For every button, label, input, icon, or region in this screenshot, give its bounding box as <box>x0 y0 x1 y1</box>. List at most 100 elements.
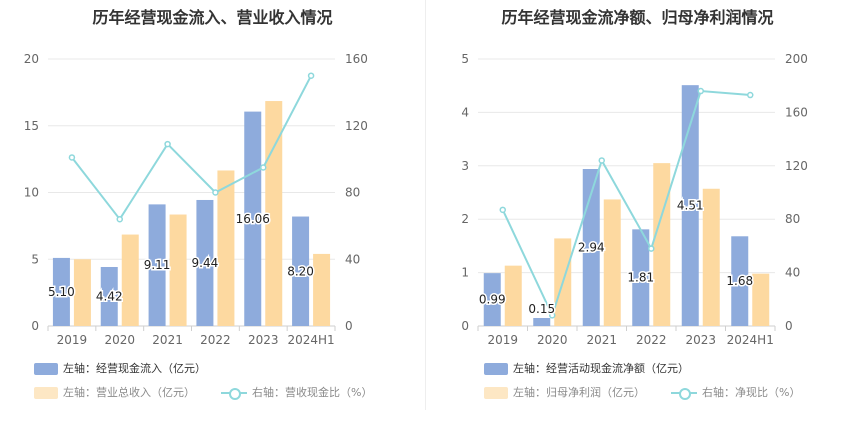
legend-label: 右轴：净现比（%） <box>702 386 801 399</box>
panel-divider <box>425 0 426 410</box>
bar-series2 <box>504 265 522 326</box>
line-point <box>307 72 315 79</box>
data-label: 4.42 <box>96 289 123 303</box>
bar-series2 <box>653 163 671 326</box>
left-axis-tick-label: 2 <box>461 212 469 226</box>
line-point <box>164 140 171 148</box>
line-point <box>68 154 76 161</box>
legend-line-icon <box>671 387 697 400</box>
bar-series2 <box>313 253 331 326</box>
x-axis-tick-label: 2024H1 <box>727 333 774 347</box>
left-axis-tick-label: 20 <box>24 52 39 66</box>
bar-series2 <box>752 273 770 326</box>
bar-series1 <box>196 199 214 326</box>
left-axis-tick-label: 1 <box>461 266 469 280</box>
line-point <box>648 245 655 252</box>
left-axis-tick-label: 5 <box>461 52 469 66</box>
legend-swatch-bar1 <box>484 363 508 375</box>
bar-series2 <box>73 259 91 326</box>
legend-label: 左轴：经营现金流入（亿元） <box>63 362 206 375</box>
left-axis-tick-label: 0 <box>31 319 39 333</box>
legend-item-bar2[interactable]: 左轴：营业总收入（亿元） <box>34 384 195 400</box>
legend-item-line[interactable]: 右轴：营收现金比（%） <box>221 384 372 400</box>
x-axis-tick-label: 2023 <box>685 333 716 347</box>
right-axis-tick-label: 200 <box>785 52 808 66</box>
left-axis-tick-label: 4 <box>461 105 469 119</box>
line-series <box>71 75 312 221</box>
legend-label: 左轴：经营活动现金流净额（亿元） <box>513 362 689 375</box>
bar-series1 <box>483 273 501 326</box>
bar-series1 <box>292 216 310 326</box>
left-axis-tick-label: 0 <box>461 319 469 333</box>
data-label: 9.11 <box>144 258 171 272</box>
line-point <box>697 87 704 95</box>
legend-label: 左轴：归母净利润（亿元） <box>513 386 645 399</box>
legend-item-bar2[interactable]: 左轴：归母净利润（亿元） <box>484 384 645 400</box>
x-axis-tick-label: 2021 <box>586 333 617 347</box>
bar-series1 <box>681 85 699 326</box>
line-point <box>598 157 605 164</box>
bar-series2 <box>603 199 621 326</box>
bar-series1 <box>52 257 70 326</box>
line-point <box>549 312 556 319</box>
data-label: 0.99 <box>479 293 506 307</box>
data-label: 5.10 <box>48 285 75 299</box>
chart-title: 历年经营现金流净额、归母净利润情况 <box>501 8 774 27</box>
line-series <box>501 89 751 319</box>
data-label: 2.94 <box>578 241 605 255</box>
legend-swatch-bar1 <box>34 363 58 375</box>
x-axis-tick-label: 2019 <box>487 333 518 347</box>
left-axis-tick-label: 5 <box>31 252 39 266</box>
right-axis-tick-label: 80 <box>785 212 800 226</box>
left-axis-tick-label: 10 <box>24 186 39 200</box>
right-axis-tick-label: 80 <box>345 186 360 200</box>
data-label: 16.06 <box>236 212 270 226</box>
x-axis-tick-label: 2020 <box>104 333 135 347</box>
right-axis-tick-label: 0 <box>345 319 353 333</box>
data-label: 9.44 <box>192 256 219 270</box>
line-point <box>260 164 267 171</box>
legend-label: 左轴：营业总收入（亿元） <box>63 386 195 399</box>
bar-series2 <box>702 188 720 326</box>
line-point <box>212 189 219 196</box>
data-label: 8.20 <box>287 264 314 278</box>
bar-series1 <box>632 229 650 326</box>
x-axis-tick-label: 2023 <box>248 333 279 347</box>
legend-label: 右轴：营收现金比（%） <box>252 386 373 399</box>
x-axis-tick-label: 2019 <box>57 333 88 347</box>
x-axis-tick-label: 2021 <box>152 333 183 347</box>
bar-series2 <box>121 234 139 326</box>
left-axis-tick-label: 3 <box>461 159 469 173</box>
legend-line-icon <box>221 387 247 400</box>
legend-item-line[interactable]: 右轴：净现比（%） <box>671 384 800 400</box>
line-point <box>499 206 506 214</box>
data-label: 1.68 <box>726 274 753 288</box>
x-axis-tick-label: 2020 <box>537 333 568 347</box>
chart-svg-net-cash: 0 1 2 3 4 5 0 40 80 120 160 200 2019 2020 2021 2022 2023… <box>461 52 808 347</box>
data-label: 0.15 <box>528 302 555 316</box>
right-axis-tick-label: 40 <box>345 252 360 266</box>
bar-series1 <box>148 204 166 326</box>
right-axis-tick-label: 160 <box>345 52 368 66</box>
chart-panel-cash-inflow: 历年经营现金流入、营业收入情况 0 5 10 15 20 0 40 80 120 160 2019 2… <box>24 8 372 400</box>
line-point <box>116 215 123 223</box>
x-axis-tick-label: 2024H1 <box>287 333 334 347</box>
right-axis-tick-label: 120 <box>785 159 808 173</box>
bar-series2 <box>217 170 235 326</box>
bar-series1 <box>244 111 262 326</box>
bar-series1 <box>100 266 118 326</box>
right-axis-tick-label: 40 <box>785 266 800 280</box>
data-label: 1.81 <box>627 271 654 285</box>
legend-item-bar1[interactable]: 左轴：经营现金流入（亿元） <box>34 360 206 376</box>
line-point <box>747 91 754 99</box>
bar-series2 <box>169 214 187 326</box>
chart-title: 历年经营现金流入、营业收入情况 <box>92 8 333 27</box>
chart-panel-net-cash: 历年经营现金流净额、归母净利润情况 0 1 2 3 4 5 0 40 80 120 160 200 20… <box>425 0 850 437</box>
legend-item-bar1[interactable]: 左轴：经营活动现金流净额（亿元） <box>484 360 689 376</box>
chart-svg-cash-inflow: 0 5 10 15 20 0 40 80 120 160 2019 2020 2021 2022 2023 2… <box>24 52 368 347</box>
right-axis-tick-label: 0 <box>785 319 793 333</box>
left-axis-tick-label: 15 <box>24 119 39 133</box>
bar-series1 <box>731 236 749 326</box>
right-axis-tick-label: 160 <box>785 105 808 119</box>
legend-swatch-bar2 <box>484 387 508 399</box>
